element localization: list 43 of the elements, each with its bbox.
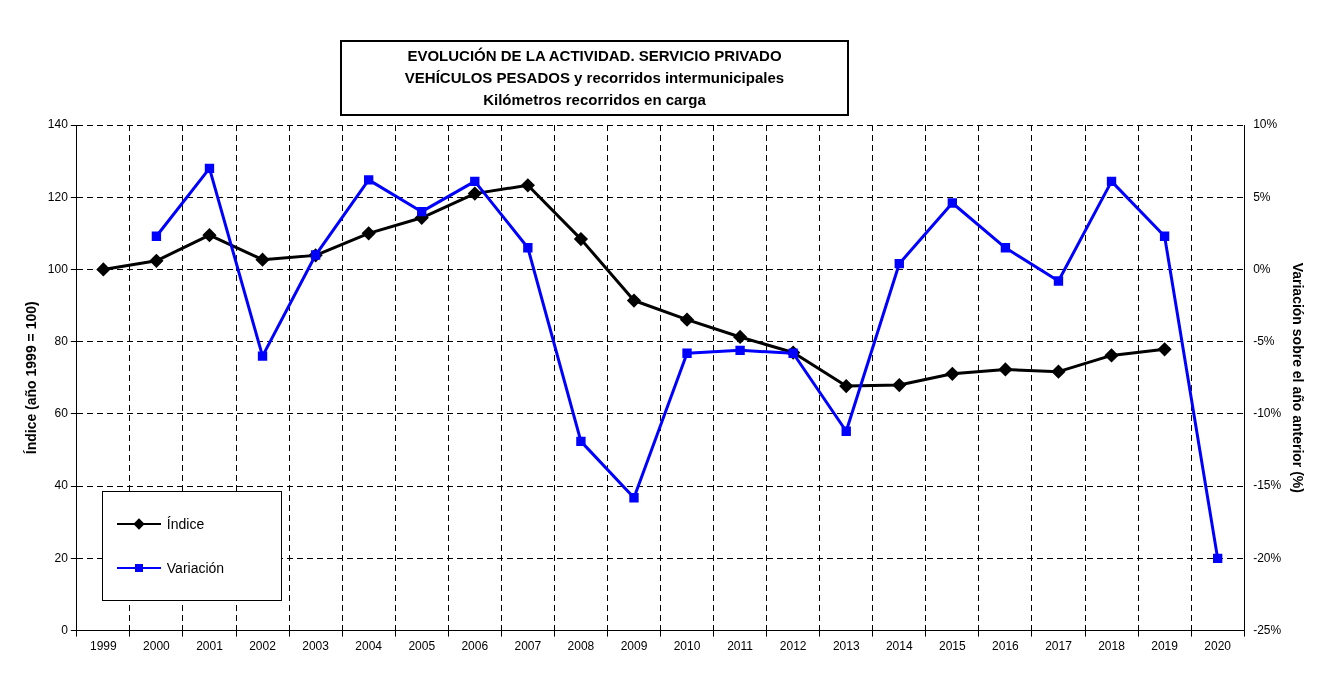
chart-title: EVOLUCIÓN DE LA ACTIVIDAD. SERVICIO PRIVADO VEHÍCULOS PESADOS y recorridos intermunicipales Kilómetros recorridos en carga	[403, 46, 786, 110]
x-tick-label: 2003	[302, 639, 330, 654]
y2-tick-label: -25%	[1253, 622, 1282, 637]
x-tick-label: 2005	[408, 639, 436, 654]
x-tick-label: 2019	[1151, 639, 1179, 654]
x-tick-label: 2006	[461, 639, 489, 654]
y-tick-label: 20	[54, 550, 69, 565]
y-tick-label: 80	[54, 334, 69, 348]
y-tick-label: 120	[47, 189, 69, 204]
x-tick-label: 2014	[885, 639, 913, 654]
x-tick-label: 2002	[249, 639, 277, 654]
y2-tick-label: 5%	[1253, 189, 1271, 204]
x-tick-label: 2016	[992, 639, 1020, 654]
y2-tick-label: 0%	[1253, 261, 1271, 276]
y-axis-title: Índice (año 1999 = 100)	[23, 301, 40, 455]
y-tick-label: 60	[54, 406, 69, 421]
x-tick-label: 2018	[1098, 639, 1126, 654]
y2-tick-label: 10%	[1253, 117, 1278, 132]
x-tick-label: 1999	[90, 639, 118, 654]
y2-tick-label: -5%	[1253, 334, 1275, 348]
x-tick-label: 2009	[620, 639, 648, 654]
y-tick-label: 100	[47, 261, 69, 276]
x-tick-label: 2007	[514, 639, 542, 654]
x-tick-label: 2020	[1204, 639, 1232, 654]
x-tick-label: 2011	[727, 639, 754, 654]
legend-label: Índice	[166, 515, 205, 532]
x-tick-label: 2017	[1045, 639, 1073, 654]
y-tick-label: 40	[54, 478, 69, 493]
y2-tick-label: -20%	[1253, 550, 1282, 565]
y2-tick-label: -15%	[1253, 478, 1282, 493]
legend-label: Variación	[166, 559, 225, 576]
y-tick-label: 140	[47, 117, 69, 132]
y2-tick-label: -10%	[1253, 406, 1282, 421]
y-tick-label: 0	[61, 622, 69, 637]
x-tick-label: 2013	[832, 639, 860, 654]
x-tick-label: 2010	[673, 639, 701, 654]
x-tick-label: 2012	[779, 639, 807, 654]
x-tick-label: 2015	[938, 639, 967, 654]
y2-axis-title: Variación sobre el año anterior (%)	[1289, 262, 1306, 493]
x-tick-label: 2001	[196, 639, 224, 654]
x-tick-label: 2004	[355, 639, 383, 654]
x-tick-label: 2008	[567, 639, 595, 654]
x-tick-label: 2000	[143, 639, 171, 654]
